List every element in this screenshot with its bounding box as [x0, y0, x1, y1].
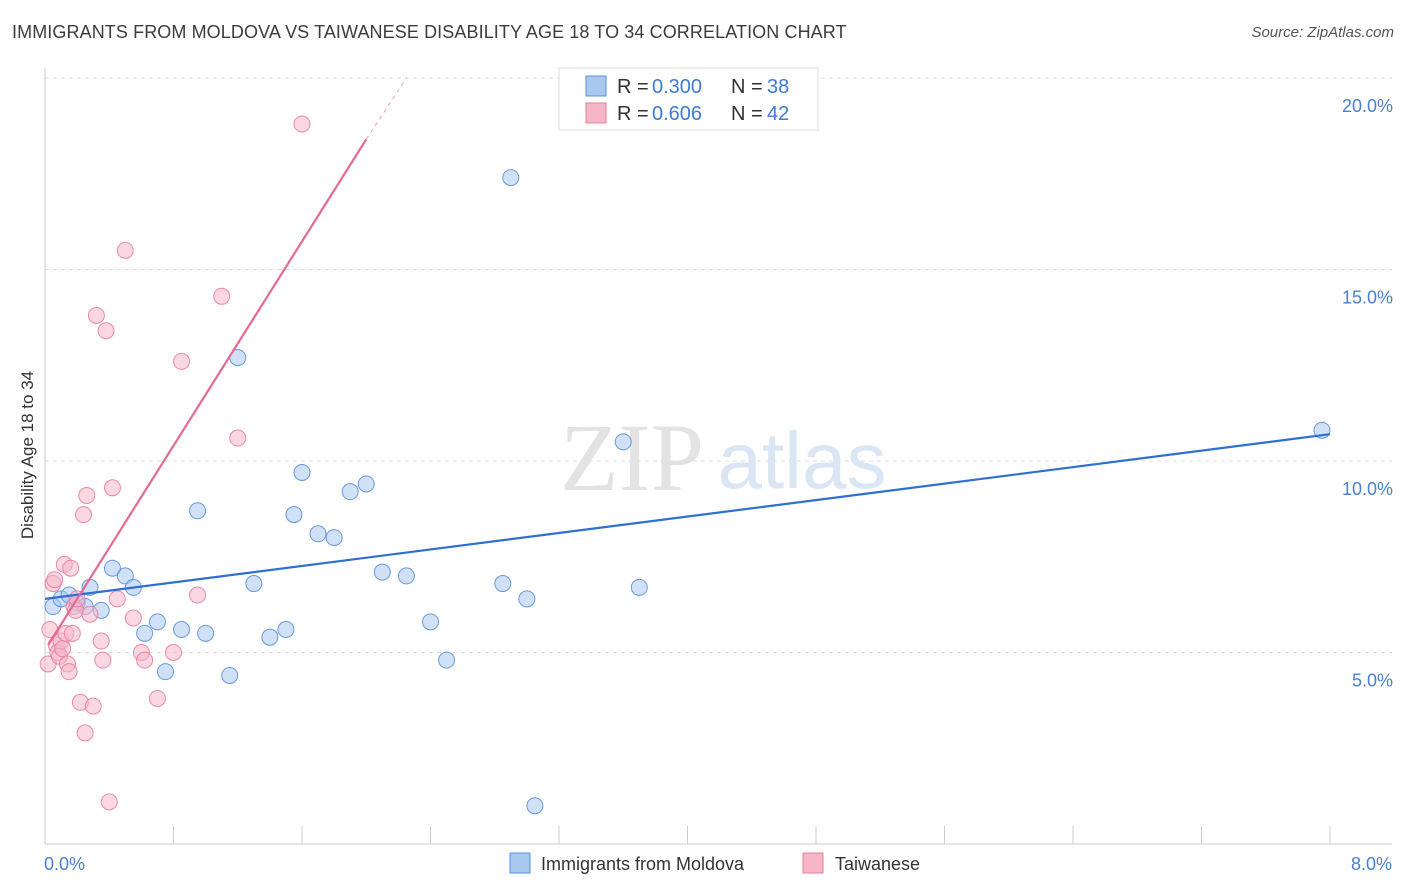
moldova-point [438, 651, 456, 669]
y-axis-title: Disability Age 18 to 34 [18, 371, 37, 539]
taiwanese-point [189, 586, 207, 604]
taiwanese-point [81, 605, 99, 623]
legend-n-value-1: 38 [767, 76, 789, 98]
y-tick-label: 15.0% [1342, 288, 1393, 308]
moldova-trend-line [44, 433, 1331, 600]
moldova-point [156, 663, 174, 681]
moldova-point [325, 529, 343, 547]
moldova-point [309, 525, 327, 543]
taiwanese-point [293, 115, 311, 133]
taiwanese-point [108, 590, 126, 608]
moldova-point [518, 590, 536, 608]
taiwanese-point [94, 651, 112, 669]
taiwanese-point [148, 689, 166, 707]
taiwanese-point [165, 644, 182, 661]
bottom-legend-label-moldova: Immigrants from Moldova [541, 854, 745, 874]
taiwanese-point [46, 571, 64, 589]
moldova-point [422, 613, 439, 631]
moldova-point [116, 567, 134, 585]
moldova-point [189, 502, 207, 520]
x-tick-label-min: 0.0% [44, 854, 85, 874]
taiwanese-point [173, 352, 191, 370]
taiwanese-trend-line [47, 138, 368, 646]
taiwanese-point [84, 697, 102, 715]
legend-r-label-2: R = [617, 103, 649, 125]
legend-n-label-1: N = [731, 76, 763, 98]
grid-layer [45, 77, 1392, 653]
moldova-point [397, 567, 415, 585]
moldova-point [502, 169, 520, 187]
moldova-point [245, 575, 263, 593]
moldova-point [373, 563, 391, 581]
moldova-point [103, 559, 121, 577]
top-legend: R = 0.300 N = 38 R = 0.606 N = 42 [558, 67, 819, 131]
taiwanese-trend-extension [365, 77, 407, 140]
taiwanese-point [60, 663, 78, 681]
moldova-point [526, 797, 544, 815]
moldova-point [614, 433, 632, 451]
taiwanese-point [62, 559, 80, 577]
taiwanese-point [97, 322, 115, 340]
taiwanese-point [124, 609, 142, 627]
moldova-point [261, 628, 279, 646]
taiwanese-point [213, 287, 231, 305]
bottom-legend-swatch-taiwanese [802, 852, 824, 874]
taiwanese-point [54, 640, 72, 658]
points-layer [39, 115, 1331, 815]
moldova-point [630, 578, 648, 596]
taiwanese-point [78, 486, 96, 504]
watermark: ZIP atlas [560, 404, 886, 511]
taiwanese-point [136, 651, 154, 669]
moldova-point [173, 621, 191, 639]
moldova-point [293, 463, 311, 481]
y-tick-label: 20.0% [1342, 96, 1393, 116]
taiwanese-point [87, 306, 105, 324]
y-tick-label: 10.0% [1342, 479, 1393, 499]
moldova-point [357, 475, 375, 493]
taiwanese-point [229, 429, 247, 447]
moldova-point [136, 624, 154, 642]
watermark-zip: ZIP [560, 404, 704, 511]
legend-n-value-2: 42 [767, 103, 789, 125]
taiwanese-point [92, 632, 110, 650]
bottom-legend-label-taiwanese: Taiwanese [835, 854, 920, 874]
taiwanese-point [76, 724, 94, 742]
chart-source: Source: ZipAtlas.com [1251, 24, 1394, 41]
legend-r-value-1: 0.300 [652, 76, 702, 98]
moldova-point [494, 575, 512, 593]
taiwanese-point [103, 479, 121, 497]
legend-n-label-2: N = [731, 103, 763, 125]
moldova-point [221, 666, 239, 684]
watermark-atlas: atlas [718, 416, 887, 505]
moldova-point [277, 621, 295, 639]
taiwanese-point [63, 624, 81, 642]
moldova-point [285, 506, 303, 524]
legend-r-value-2: 0.606 [652, 103, 702, 125]
chart-title: IMMIGRANTS FROM MOLDOVA VS TAIWANESE DIS… [12, 22, 847, 42]
legend-swatch-moldova [585, 75, 607, 97]
moldova-point [148, 613, 166, 631]
legend-r-label-1: R = [617, 76, 649, 98]
taiwanese-point [100, 793, 118, 811]
x-tick-label-max: 8.0% [1351, 854, 1392, 874]
moldova-point [341, 483, 359, 501]
legend-swatch-taiwanese [585, 102, 607, 124]
trend-layer [44, 77, 1331, 646]
moldova-point [197, 624, 215, 642]
y-tick-label: 5.0% [1352, 671, 1393, 691]
bottom-legend: Immigrants from Moldova Taiwanese [509, 852, 920, 874]
axis-layer: 5.0% 10.0% 15.0% 20.0% 0.0% 8.0% [44, 68, 1393, 874]
bottom-legend-swatch-moldova [509, 852, 531, 874]
taiwanese-point [116, 241, 134, 259]
taiwanese-point [75, 506, 93, 524]
